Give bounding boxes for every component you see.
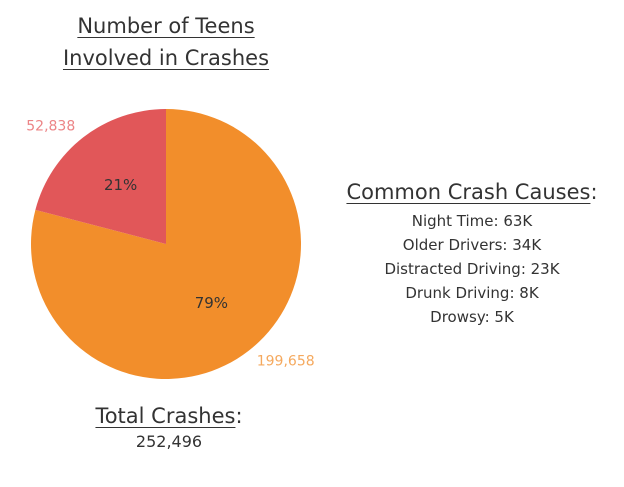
crash-causes-heading-text: Common Crash Causes bbox=[346, 180, 591, 204]
cause-item-night-time: Night Time: 63K bbox=[411, 212, 533, 230]
crash-causes-heading: Common Crash Causes: bbox=[322, 178, 622, 206]
pie-value-label-0: 199,658 bbox=[257, 354, 315, 370]
chart-title-line-2: Involved in Crashes bbox=[62, 46, 270, 70]
total-crashes-panel: Total Crashes: 252,496 bbox=[49, 402, 289, 454]
total-crashes-heading: Total Crashes: bbox=[49, 402, 289, 430]
total-crashes-heading-text: Total Crashes bbox=[95, 404, 236, 428]
total-crashes-heading-colon: : bbox=[235, 404, 243, 428]
crash-causes-heading-colon: : bbox=[590, 180, 598, 204]
pie-percent-label-1: 21% bbox=[104, 176, 137, 194]
pie-value-label-1: 52,838 bbox=[26, 118, 75, 134]
pie-percent-label-0: 79% bbox=[195, 294, 228, 312]
total-crashes-value: 252,496 bbox=[135, 432, 203, 451]
cause-item-drowsy: Drowsy: 5K bbox=[430, 308, 514, 326]
pie-slice-1 bbox=[35, 109, 167, 244]
chart-title-line-1: Number of Teens bbox=[77, 14, 255, 38]
cause-item-distracted-driving: Distracted Driving: 23K bbox=[384, 260, 560, 278]
crash-causes-panel: Common Crash Causes: Night Time: 63K Old… bbox=[322, 178, 622, 329]
chart-title: Number of Teens Involved in Crashes bbox=[6, 10, 326, 74]
cause-item-drunk-driving: Drunk Driving: 8K bbox=[405, 284, 539, 302]
cause-item-older-drivers: Older Drivers: 34K bbox=[402, 236, 542, 254]
